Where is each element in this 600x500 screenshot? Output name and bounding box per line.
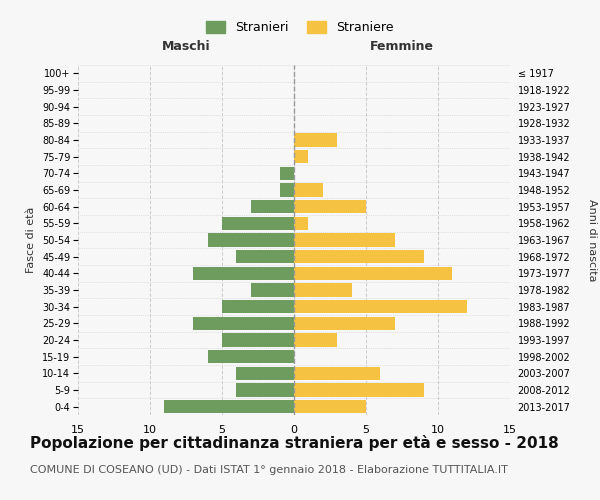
Text: Popolazione per cittadinanza straniera per età e sesso - 2018: Popolazione per cittadinanza straniera p… (30, 435, 559, 451)
Bar (236, 384, 294, 396)
Bar (294, 400, 366, 413)
Bar (251, 200, 294, 213)
Bar (222, 334, 294, 346)
Bar (294, 284, 352, 296)
Bar (294, 366, 380, 380)
Bar (222, 300, 294, 314)
Bar (294, 216, 308, 230)
Bar (294, 316, 395, 330)
Bar (208, 350, 294, 364)
Text: Femmine: Femmine (370, 40, 434, 54)
Bar (193, 316, 294, 330)
Y-axis label: Fasce di età: Fasce di età (26, 207, 37, 273)
Bar (193, 266, 294, 280)
Bar (294, 234, 395, 246)
Text: COMUNE DI COSEANO (UD) - Dati ISTAT 1° gennaio 2018 - Elaborazione TUTTITALIA.IT: COMUNE DI COSEANO (UD) - Dati ISTAT 1° g… (30, 465, 508, 475)
Bar (251, 284, 294, 296)
Bar (222, 216, 294, 230)
Bar (294, 200, 366, 213)
Bar (280, 184, 294, 196)
Bar (294, 134, 337, 146)
Bar (294, 384, 424, 396)
Bar (294, 184, 323, 196)
Legend: Stranieri, Straniere: Stranieri, Straniere (202, 16, 398, 40)
Bar (294, 300, 467, 314)
Bar (294, 266, 452, 280)
Y-axis label: Anni di nascita: Anni di nascita (587, 198, 597, 281)
Bar (236, 250, 294, 264)
Bar (294, 150, 308, 164)
Text: Maschi: Maschi (161, 40, 211, 54)
Bar (236, 366, 294, 380)
Bar (294, 250, 424, 264)
Bar (294, 334, 337, 346)
Bar (280, 166, 294, 180)
Bar (164, 400, 294, 413)
Bar (208, 234, 294, 246)
